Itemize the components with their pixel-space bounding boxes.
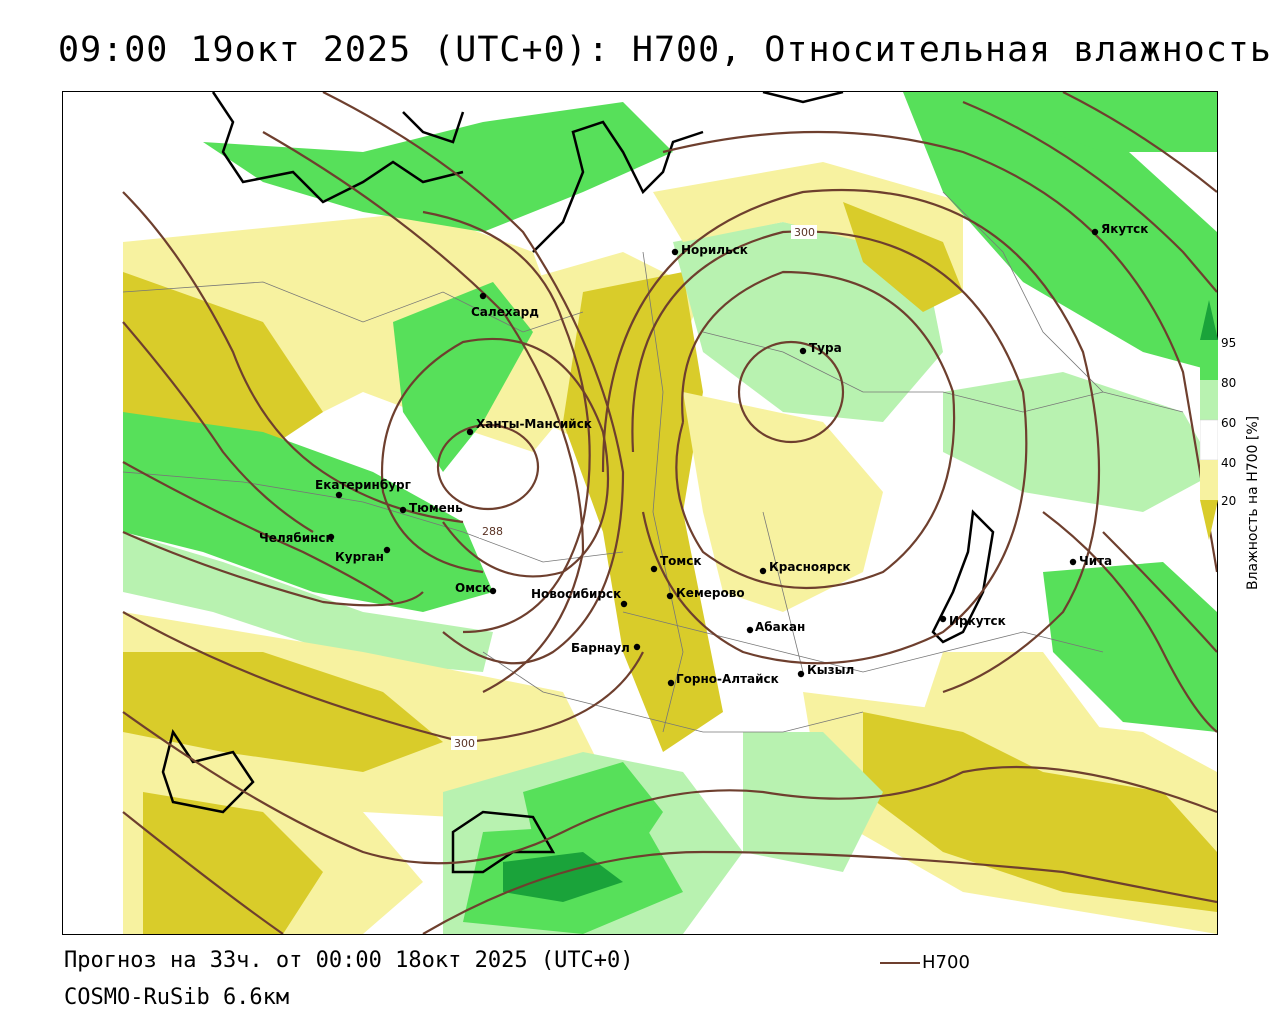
svg-text:Абакан: Абакан (755, 620, 805, 634)
svg-text:Красноярск: Красноярск (769, 560, 851, 574)
coastline (161, 92, 995, 874)
forecast-info: Прогноз на 33ч. от 00:00 18окт 2025 (UTC… (64, 948, 634, 973)
svg-text:Челябинск: Челябинск (259, 531, 334, 545)
svg-text:Чита: Чита (1079, 554, 1112, 568)
svg-text:Ханты-Мансийск: Ханты-Мансийск (476, 417, 592, 431)
svg-text:Курган: Курган (335, 550, 384, 564)
svg-text:Горно-Алтайск: Горно-Алтайск (676, 672, 779, 686)
contour-label-300-south: 300 (454, 737, 475, 750)
city-tomsk: Томск (650, 554, 702, 573)
city-tura: Тура (799, 341, 842, 355)
colorbar-title: Влажность на H700 [%] (1245, 415, 1261, 590)
humidity-colorbar (1200, 300, 1218, 540)
svg-text:Омск: Омск (455, 581, 490, 595)
city-irkutsk: Иркутск (939, 614, 1006, 628)
h700-legend-line (880, 962, 920, 964)
contour-labels: 300 288 300 (451, 225, 817, 750)
svg-text:Екатеринбург: Екатеринбург (315, 478, 411, 492)
map-area[interactable]: 300 288 300 Салехард Норильск Якутск Тур… (62, 91, 1218, 935)
city-gornoaltaysk: Горно-Алтайск (667, 672, 779, 687)
city-norilsk: Норильск (671, 243, 748, 257)
city-ekb: Екатеринбург (315, 478, 411, 499)
cities: Салехард Норильск Якутск Тура Ханты-Манс… (259, 222, 1148, 687)
map-canvas: 300 288 300 Салехард Норильск Якутск Тур… (63, 92, 1217, 934)
colorbar-tick-95: 95 (1221, 336, 1237, 350)
city-barnaul: Барнаул (571, 641, 641, 655)
city-kemerovo: Кемерово (666, 586, 745, 600)
city-abakan: Абакан (746, 620, 805, 634)
h700-contours (122, 92, 1217, 934)
contour-label-288: 288 (482, 525, 503, 538)
svg-text:Барнаул: Барнаул (571, 641, 630, 655)
city-salekhard: Салехард (471, 292, 539, 319)
city-novosibirsk: Новосибирск (531, 587, 628, 608)
colorbar-tick-60: 60 (1221, 416, 1237, 430)
svg-text:Кемерово: Кемерово (676, 586, 745, 600)
city-krasnoyarsk: Красноярск (759, 560, 851, 575)
contour-label-300-north: 300 (794, 226, 815, 239)
svg-text:Томск: Томск (660, 554, 702, 568)
svg-text:Иркутск: Иркутск (949, 614, 1006, 628)
svg-text:Якутск: Якутск (1101, 222, 1148, 236)
svg-text:Тюмень: Тюмень (409, 501, 463, 515)
colorbar-tick-80: 80 (1221, 376, 1237, 390)
city-khanty: Ханты-Мансийск (466, 417, 592, 436)
city-kyzyl: Кызыл (797, 663, 854, 678)
colorbar-tick-20: 20 (1221, 494, 1237, 508)
model-name: COSMO-RuSib 6.6км (64, 985, 290, 1010)
map-title: 09:00 19окт 2025 (UTC+0): H700, Относите… (58, 30, 1272, 70)
city-chelyabinsk: Челябинск (259, 531, 335, 545)
svg-text:Норильск: Норильск (681, 243, 748, 257)
city-chita: Чита (1069, 554, 1112, 568)
svg-text:Тура: Тура (809, 341, 842, 355)
city-yakutsk: Якутск (1091, 222, 1148, 236)
city-omsk: Омск (455, 581, 497, 595)
colorbar-tick-40: 40 (1221, 456, 1237, 470)
svg-text:Новосибирск: Новосибирск (531, 587, 621, 601)
h700-legend-label: H700 (922, 952, 970, 973)
svg-text:Кызыл: Кызыл (807, 663, 854, 677)
svg-text:Салехард: Салехард (471, 305, 539, 319)
city-tyumen: Тюмень (399, 501, 463, 515)
city-kurgan: Курган (335, 546, 391, 564)
